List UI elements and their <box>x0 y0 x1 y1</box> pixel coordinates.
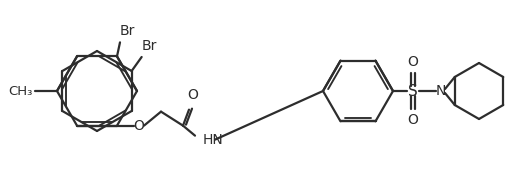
Text: O: O <box>408 55 419 69</box>
Text: CH₃: CH₃ <box>8 84 33 97</box>
Text: O: O <box>408 113 419 127</box>
Text: HN: HN <box>203 133 224 147</box>
Text: O: O <box>134 119 145 133</box>
Text: Br: Br <box>120 24 135 38</box>
Text: O: O <box>188 88 198 102</box>
Text: S: S <box>408 83 418 99</box>
Text: Br: Br <box>141 39 157 53</box>
Text: N: N <box>436 84 446 98</box>
